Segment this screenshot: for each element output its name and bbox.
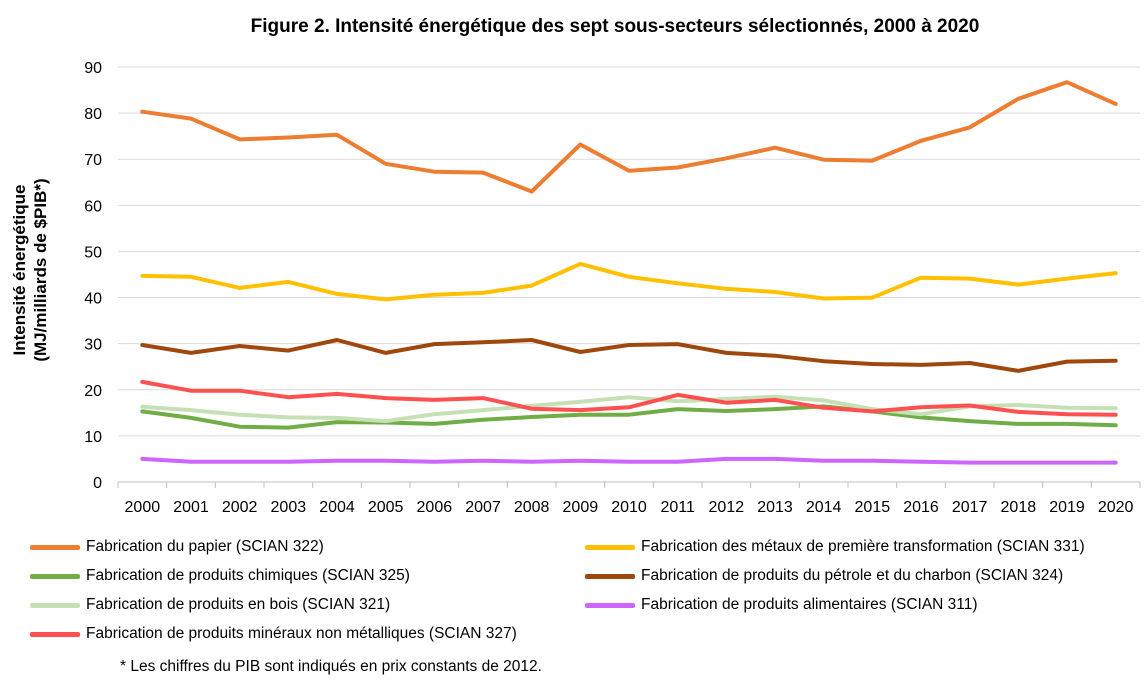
x-tick-label: 2006 bbox=[417, 499, 453, 516]
y-tick-label: 0 bbox=[93, 475, 102, 492]
legend-label: Fabrication de produits en bois (SCIAN 3… bbox=[86, 596, 391, 613]
legend: Fabrication du papier (SCIAN 322) Fabrica… bbox=[30, 538, 1145, 648]
y-tick-label: 60 bbox=[84, 198, 102, 215]
x-tick-label: 2010 bbox=[611, 499, 647, 516]
legend-swatch bbox=[30, 573, 80, 579]
gridlines bbox=[118, 66, 1140, 437]
legend-item: Fabrication de produits en bois (SCIAN 3… bbox=[30, 596, 390, 614]
x-tick-label: 2008 bbox=[514, 499, 550, 516]
x-tick-labels: 2000 2001 2002 2003 2004 2005 2006 2007 2008 2009… bbox=[125, 499, 1134, 516]
x-tick-label: 2001 bbox=[173, 499, 209, 516]
legend-item: Fabrication des métaux de première trans… bbox=[585, 538, 1085, 556]
x-tick-label: 2015 bbox=[855, 499, 891, 516]
legend-label: Fabrication de produits chimiques (SCIAN… bbox=[86, 567, 410, 584]
footnote: * Les chiffres du PIB sont indiqués en p… bbox=[120, 658, 542, 675]
legend-label: Fabrication des métaux de première trans… bbox=[641, 538, 1085, 555]
x-tick-label: 2016 bbox=[903, 499, 939, 516]
legend-label: Fabrication de produits alimentaires (SC… bbox=[641, 596, 978, 613]
series-line-7 bbox=[140, 379, 1118, 417]
legend-swatch bbox=[585, 573, 635, 579]
x-tick-label: 2005 bbox=[368, 499, 404, 516]
series-line-4 bbox=[140, 338, 1118, 373]
legend-swatch bbox=[30, 631, 80, 637]
y-tick-label: 50 bbox=[84, 244, 102, 261]
legend-item: Fabrication de produits du pétrole et du… bbox=[585, 567, 1063, 585]
x-tick-label: 2007 bbox=[465, 499, 501, 516]
legend-swatch bbox=[585, 602, 635, 608]
axes bbox=[117, 481, 1141, 488]
legend-swatch bbox=[30, 602, 80, 608]
x-tick-label: 2000 bbox=[125, 499, 161, 516]
legend-label: Fabrication de produits minéraux non mét… bbox=[86, 625, 517, 642]
x-tick-label: 2020 bbox=[1098, 499, 1134, 516]
y-tick-label: 80 bbox=[84, 106, 102, 123]
legend-item: Fabrication du papier (SCIAN 322) bbox=[30, 538, 324, 556]
y-tick-label: 40 bbox=[84, 291, 102, 308]
x-tick-label: 2003 bbox=[271, 499, 307, 516]
x-tick-label: 2018 bbox=[1001, 499, 1037, 516]
x-tick-label: 2011 bbox=[660, 499, 695, 516]
legend-item: Fabrication de produits chimiques (SCIAN… bbox=[30, 567, 410, 585]
series-lines bbox=[140, 80, 1118, 465]
x-tick-label: 2002 bbox=[222, 499, 258, 516]
series-line-5 bbox=[140, 394, 1118, 424]
x-tick-label: 2004 bbox=[319, 499, 355, 516]
series-line-2 bbox=[140, 261, 1118, 302]
line-chart: 0 10 20 30 40 50 60 70 80 90 2000 2001 2002 2003 2004… bbox=[84, 60, 1141, 516]
chart-title: Figure 2. Intensité énergétique des sept… bbox=[250, 16, 980, 37]
x-tick-label: 2013 bbox=[757, 499, 793, 516]
y-tick-label: 10 bbox=[84, 429, 102, 446]
x-tick-label: 2014 bbox=[806, 499, 842, 516]
y-tick-labels: 0 10 20 30 40 50 60 70 80 90 bbox=[84, 60, 102, 492]
legend-label: Fabrication du papier (SCIAN 322) bbox=[86, 538, 324, 555]
legend-label: Fabrication de produits du pétrole et du… bbox=[641, 567, 1064, 584]
legend-swatch bbox=[585, 544, 635, 550]
legend-item: Fabrication de produits alimentaires (SC… bbox=[585, 596, 978, 614]
series-line-1 bbox=[140, 80, 1118, 194]
legend-item: Fabrication de produits minéraux non mét… bbox=[30, 625, 517, 643]
x-tick-label: 2017 bbox=[952, 499, 988, 516]
x-tick-label: 2012 bbox=[709, 499, 745, 516]
series-line-6 bbox=[140, 456, 1118, 465]
x-tick-label: 2019 bbox=[1049, 499, 1085, 516]
y-tick-label: 70 bbox=[84, 152, 102, 169]
y-tick-label: 90 bbox=[84, 60, 102, 77]
x-tick-label: 2009 bbox=[563, 499, 599, 516]
y-tick-label: 30 bbox=[84, 337, 102, 354]
series-line-3 bbox=[140, 404, 1118, 430]
legend-swatch bbox=[30, 544, 80, 550]
y-tick-label: 20 bbox=[84, 383, 102, 400]
